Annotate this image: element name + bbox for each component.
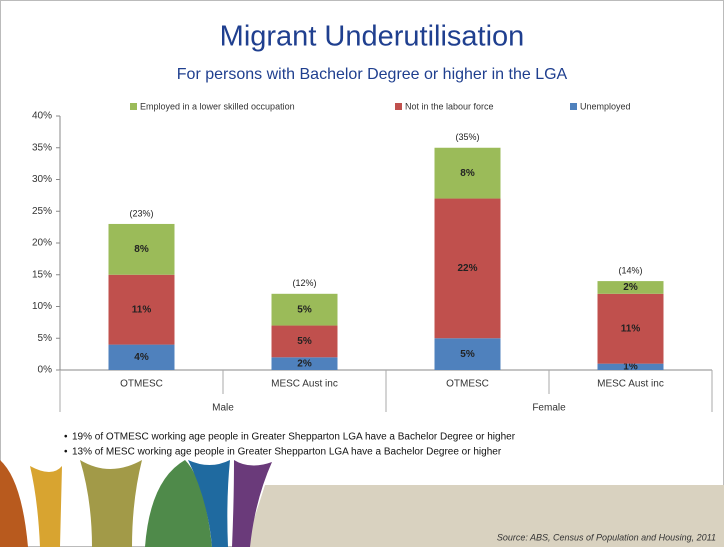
bar-segment: [434, 147, 501, 199]
bar-segment: [271, 357, 338, 370]
bar-segment: [108, 344, 175, 370]
x-tick-label: MESC Aust inc: [597, 379, 664, 390]
arch: [145, 460, 212, 547]
x-tick-label: MESC Aust inc: [271, 379, 338, 390]
note-bullet: •: [64, 432, 68, 443]
value-label: 2%: [297, 358, 312, 369]
value-label: 2%: [623, 282, 638, 293]
bar-segment: [597, 293, 664, 364]
notes: • 19% of OTMESC working age people in Gre…: [64, 432, 516, 458]
bar-segment: [434, 198, 501, 339]
bar-segment: [108, 274, 175, 345]
value-label: 5%: [297, 336, 312, 347]
note: 19% of OTMESC working age people in Grea…: [72, 432, 516, 443]
y-tick-label: 30%: [32, 174, 52, 185]
footer-band: [245, 485, 724, 547]
bar-segment: [108, 223, 175, 275]
legend-label: Not in the labour force: [405, 101, 494, 111]
value-label: 8%: [134, 244, 149, 255]
group-label: Male: [212, 403, 234, 414]
arch: [0, 460, 28, 547]
total-label: (35%): [455, 132, 479, 142]
bar-segment: [597, 363, 664, 370]
source: Source: ABS, Census of Population and Ho…: [497, 532, 716, 542]
arch: [188, 460, 230, 547]
value-label: 11%: [132, 304, 152, 315]
y-tick-label: 5%: [38, 333, 53, 344]
legend-label: Unemployed: [580, 101, 631, 111]
y-tick-label: 40%: [32, 111, 52, 122]
value-label: 4%: [134, 352, 149, 363]
total-label: (14%): [618, 265, 642, 275]
legend-swatch: [395, 103, 402, 110]
bar-segment: [597, 281, 664, 294]
legend-label: Employed in a lower skilled occupation: [140, 101, 295, 111]
y-tick-label: 20%: [32, 238, 52, 249]
arch: [232, 460, 272, 547]
note-bullet: •: [64, 447, 68, 458]
value-label: 5%: [297, 304, 312, 315]
x-tick-label: OTMESC: [446, 379, 489, 390]
value-label: 22%: [457, 263, 477, 274]
total-label: (12%): [292, 278, 316, 288]
legend-swatch: [570, 103, 577, 110]
arch: [80, 460, 142, 547]
legend-swatch: [130, 103, 137, 110]
y-tick-label: 0%: [38, 365, 53, 376]
total-label: (23%): [129, 208, 153, 218]
note: 13% of MESC working age people in Greate…: [72, 447, 502, 458]
y-tick-label: 15%: [32, 269, 52, 280]
value-label: 8%: [460, 168, 475, 179]
arch: [30, 466, 62, 547]
x-tick-label: OTMESC: [120, 379, 163, 390]
y-tick-label: 10%: [32, 301, 52, 312]
y-tick-label: 25%: [32, 206, 52, 217]
footer-decoration: [0, 460, 724, 547]
value-label: 11%: [621, 323, 641, 334]
plot: 0% 5% 10% 15% 20% 25% 30% 35% 40% Employed in a l…: [32, 101, 713, 414]
group-label: Female: [532, 403, 566, 414]
bar-segment: [271, 293, 338, 326]
value-label: 5%: [460, 349, 475, 360]
bar-segment: [434, 338, 501, 370]
chart-subtitle: For persons with Bachelor Degree or high…: [177, 66, 568, 83]
chart-title: Migrant Underutilisation: [220, 21, 525, 53]
y-tick-label: 35%: [32, 142, 52, 153]
value-label: 1%: [623, 361, 638, 372]
bar-segment: [271, 325, 338, 358]
